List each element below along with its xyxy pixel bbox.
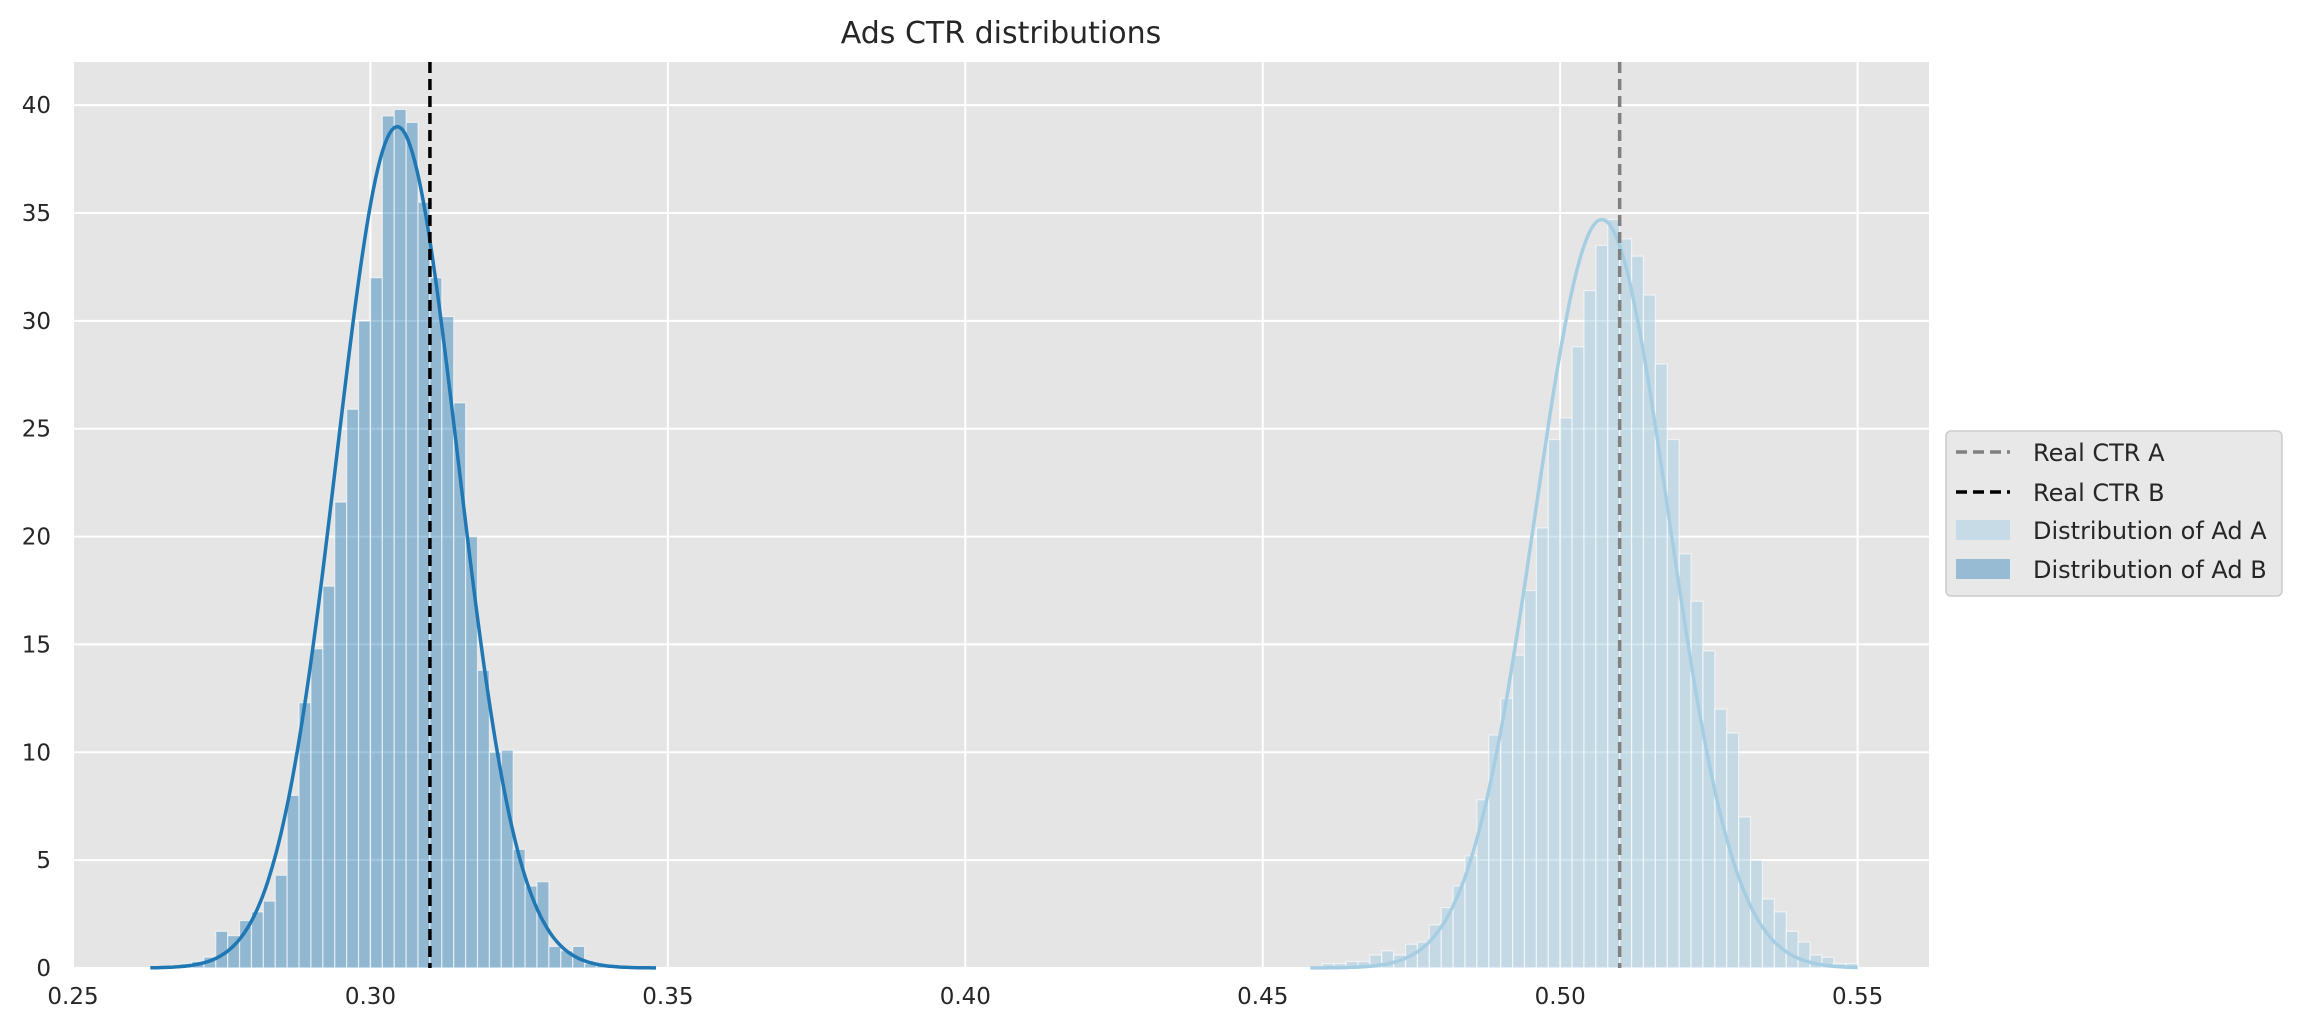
x-tick-label: 0.40 bbox=[940, 984, 991, 1010]
chart-title: Ads CTR distributions bbox=[841, 16, 1161, 51]
x-tick-label: 0.45 bbox=[1237, 984, 1288, 1010]
histogram-bar bbox=[1559, 417, 1573, 969]
histogram-bar bbox=[1630, 255, 1645, 969]
x-tick-label: 0.50 bbox=[1535, 984, 1586, 1010]
histogram-bar bbox=[488, 751, 502, 969]
histogram-bar bbox=[417, 201, 431, 969]
histogram-bar bbox=[381, 115, 395, 969]
y-tick-label: 35 bbox=[22, 201, 51, 227]
legend-label-real-ctr-b: Real CTR B bbox=[2033, 479, 2165, 507]
histogram-bar bbox=[369, 277, 383, 969]
histogram-bar bbox=[1821, 956, 1835, 969]
legend-label-ad-b: Distribution of Ad B bbox=[2033, 556, 2267, 584]
legend-swatch-ad-a bbox=[1956, 520, 2010, 540]
y-tick-label: 20 bbox=[22, 525, 51, 551]
y-tick-label: 15 bbox=[22, 632, 51, 658]
x-tick-label: 0.30 bbox=[345, 984, 396, 1010]
histogram-bar bbox=[393, 108, 407, 969]
y-tick-label: 30 bbox=[22, 309, 51, 335]
histogram-bar bbox=[536, 881, 550, 969]
histogram-bar bbox=[1535, 527, 1549, 969]
histogram-bar bbox=[1583, 290, 1597, 969]
y-axis-ticks: 0 5 10 15 20 25 30 35 40 bbox=[22, 93, 51, 982]
histogram-bar bbox=[1523, 589, 1537, 969]
y-tick-label: 10 bbox=[22, 740, 51, 766]
histogram-bar bbox=[1547, 438, 1561, 969]
histogram-bar bbox=[1511, 654, 1526, 969]
histogram-bar bbox=[1773, 911, 1787, 969]
legend-swatch-ad-b bbox=[1956, 559, 2010, 579]
histogram-bar bbox=[1571, 346, 1585, 969]
y-tick-label: 5 bbox=[36, 848, 51, 874]
histogram-bars bbox=[167, 108, 1859, 969]
y-tick-label: 40 bbox=[22, 93, 51, 119]
histogram-bar bbox=[346, 408, 360, 969]
kde-curves bbox=[150, 125, 1858, 970]
histogram-bar bbox=[1690, 600, 1704, 969]
histogram-bar bbox=[215, 930, 229, 969]
histogram-bar bbox=[1595, 244, 1609, 969]
histogram-bar bbox=[1797, 941, 1811, 969]
histogram-bar bbox=[262, 900, 276, 969]
histogram-bar bbox=[548, 945, 562, 969]
histogram-bar bbox=[1702, 650, 1716, 969]
kde-line bbox=[1310, 217, 1858, 970]
histogram-bar bbox=[1785, 930, 1799, 969]
histogram-bar bbox=[334, 501, 348, 969]
histogram-bar bbox=[1607, 218, 1621, 969]
legend-label-ad-a: Distribution of Ad A bbox=[2033, 517, 2267, 545]
histogram-bar bbox=[274, 874, 288, 969]
kde-line bbox=[150, 125, 656, 970]
histogram-bar bbox=[298, 702, 312, 969]
histogram-bar bbox=[1500, 697, 1514, 969]
histogram-bar bbox=[476, 669, 491, 969]
histogram-bar bbox=[357, 320, 372, 969]
x-tick-label: 0.25 bbox=[47, 984, 98, 1010]
histogram-bar bbox=[405, 121, 419, 969]
y-tick-label: 0 bbox=[36, 956, 51, 982]
histogram-bar bbox=[1619, 238, 1633, 969]
legend-label-real-ctr-a: Real CTR A bbox=[2033, 439, 2165, 467]
reference-lines bbox=[428, 62, 1622, 968]
histogram-bar bbox=[1476, 799, 1490, 969]
histogram-bar bbox=[286, 794, 300, 969]
legend-frame bbox=[1945, 430, 2283, 597]
histogram-bar bbox=[310, 648, 324, 969]
histogram-bar bbox=[322, 585, 336, 969]
x-tick-label: 0.35 bbox=[642, 984, 693, 1010]
legend: Real CTR A Real CTR B Distribution of Ad… bbox=[1945, 430, 2283, 597]
histogram-bar bbox=[429, 277, 443, 969]
x-tick-label: 0.55 bbox=[1832, 984, 1883, 1010]
y-tick-label: 25 bbox=[22, 417, 51, 443]
x-axis-ticks: 0.25 0.30 0.35 0.40 0.45 0.50 0.55 bbox=[47, 984, 1883, 1010]
